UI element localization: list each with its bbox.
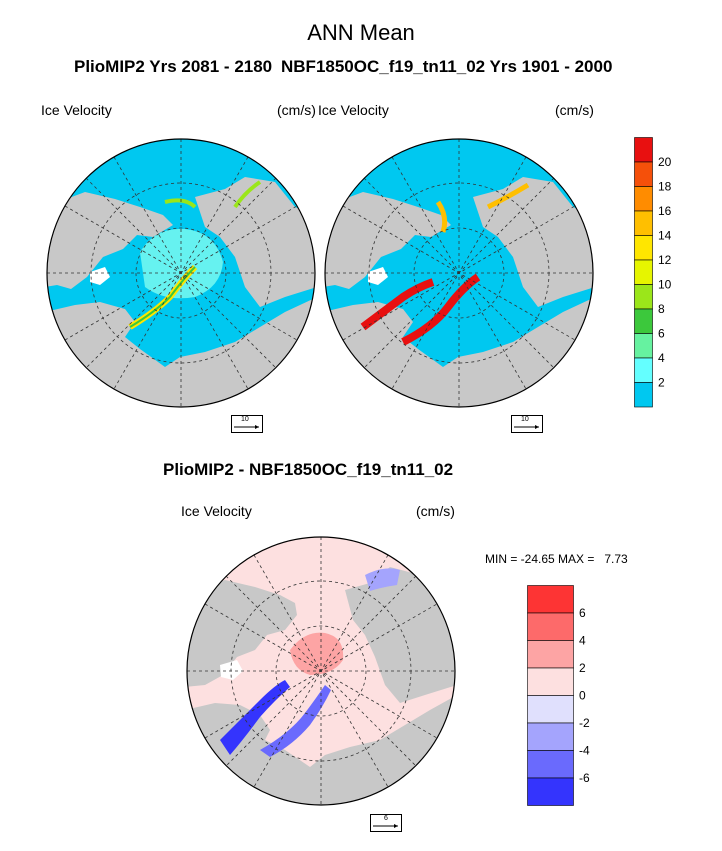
ice-stream-north <box>164 180 262 209</box>
land-eurasia <box>187 580 297 687</box>
top-left-field-label: Ice Velocity <box>41 102 112 118</box>
bottom-colorbar-swatch-7 <box>527 777 574 806</box>
top-colorbar-label-7: 6 <box>658 327 665 341</box>
bottom-colorbar-swatch-0 <box>527 585 574 614</box>
top-colorbar-swatch-3 <box>634 210 653 236</box>
map-border <box>324 138 594 408</box>
bottom-ref-vector <box>370 814 402 832</box>
top-colorbar-label-4: 12 <box>658 253 672 267</box>
top-left-ref-vector-label: 10 <box>241 416 249 423</box>
bottom-colorbar-swatch-6 <box>527 750 574 779</box>
top-colorbar-swatch-10 <box>634 382 653 408</box>
arctic-ice-field <box>140 228 223 299</box>
min-max-label: MIN = -24.65 MAX = 7.73 <box>485 552 628 566</box>
positive-anomaly <box>290 632 344 675</box>
top-right-case-title: NBF1850OC_f19_tn11_02 Yrs 1901 - 2000 <box>281 57 613 76</box>
top-colorbar-swatch-8 <box>634 333 653 359</box>
top-left-polar-map <box>46 138 316 408</box>
bottom-colorbar-label-3: 0 <box>579 689 586 703</box>
land-canada <box>473 177 593 307</box>
white-patch <box>368 267 388 285</box>
map-border <box>46 138 316 408</box>
top-right-ref-vector-label: 10 <box>521 416 529 423</box>
top-colorbar-label-2: 16 <box>658 204 672 218</box>
top-colorbar-swatch-4 <box>634 235 653 261</box>
fast-ice-stream-core <box>129 266 196 328</box>
bottom-difference-map <box>186 536 456 806</box>
bottom-field-label: Ice Velocity <box>181 503 252 519</box>
bottom-colorbar-label-5: -4 <box>579 744 590 758</box>
negative-anomaly-north <box>365 568 400 591</box>
top-colorbar-swatch-6 <box>634 284 653 310</box>
land-canada <box>195 177 315 307</box>
land-eurasia <box>325 192 451 289</box>
top-colorbar-swatch-5 <box>634 259 653 285</box>
top-right-polar-map <box>324 138 594 408</box>
bottom-colorbar-label-1: 4 <box>579 634 586 648</box>
white-patch <box>90 267 110 285</box>
top-colorbar-label-8: 4 <box>658 351 665 365</box>
top-colorbar-swatch-1 <box>634 161 653 187</box>
top-colorbar-swatch-9 <box>634 357 653 383</box>
fast-ice-stream-west <box>360 278 435 331</box>
map-border <box>186 536 456 806</box>
land-greenland-americas <box>47 297 315 407</box>
bottom-colorbar-label-0: 6 <box>579 606 586 620</box>
land-greenland-americas <box>325 297 593 407</box>
bottom-colorbar-swatch-1 <box>527 612 574 641</box>
bottom-ref-vector-label: 6 <box>384 815 388 822</box>
bottom-colorbar-label-4: -2 <box>579 716 590 730</box>
top-colorbar-label-3: 14 <box>658 229 672 243</box>
top-colorbar-label-6: 8 <box>658 302 665 316</box>
land-canada <box>345 567 455 703</box>
top-colorbar-swatch-7 <box>634 308 653 334</box>
bottom-case-title: PlioMIP2 - NBF1850OC_f19_tn11_02 <box>163 460 454 479</box>
negative-anomaly-central <box>260 685 331 757</box>
top-right-units: (cm/s) <box>555 102 594 118</box>
bottom-colorbar: 6 4 2 0 -2 -4 -6 <box>527 585 590 806</box>
top-colorbar-label-5: 10 <box>658 278 672 292</box>
bottom-colorbar-swatch-4 <box>527 695 574 724</box>
top-left-case-title: PlioMIP2 Yrs 2081 - 2180 <box>74 57 273 76</box>
grid-lines <box>187 537 455 805</box>
grid-lines <box>47 139 315 407</box>
bottom-colorbar-label-6: -6 <box>579 771 590 785</box>
white-patch <box>220 660 243 680</box>
ice-stream-north <box>435 182 530 233</box>
land-eurasia <box>47 192 173 289</box>
top-colorbar-label-9: 2 <box>658 376 665 390</box>
top-left-ref-vector <box>231 415 263 433</box>
top-colorbar-label-0: 20 <box>658 155 672 169</box>
top-left-units: (cm/s) <box>277 102 316 118</box>
bottom-units: (cm/s) <box>416 503 455 519</box>
top-right-field-label: Ice Velocity <box>318 102 389 118</box>
top-colorbar-label-1: 18 <box>658 180 672 194</box>
fast-ice-stream-central <box>401 273 481 346</box>
top-colorbar-swatch-2 <box>634 186 653 212</box>
grid-lines <box>325 139 593 407</box>
bottom-colorbar-swatch-3 <box>527 667 574 696</box>
bottom-colorbar-swatch-5 <box>527 722 574 751</box>
top-right-ref-vector <box>511 415 543 433</box>
top-colorbar: 20 18 16 14 12 10 8 6 4 2 <box>634 137 672 408</box>
bottom-colorbar-swatch-2 <box>527 640 574 669</box>
top-colorbar-swatch-0 <box>634 137 653 163</box>
bottom-colorbar-label-2: 2 <box>579 661 586 675</box>
page-title: ANN Mean <box>307 20 415 45</box>
